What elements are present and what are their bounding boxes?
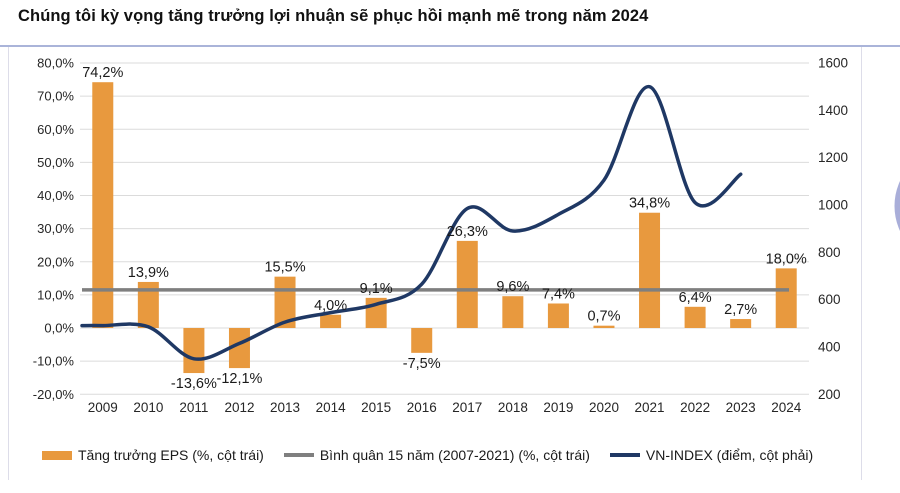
vnindex-line-swatch-icon	[609, 453, 640, 457]
year-label: 2021	[635, 400, 665, 415]
legend-item-average: Bình quân 15 năm (2007-2021) (%, cột trá…	[283, 447, 590, 463]
year-label: 2016	[407, 400, 437, 415]
eps-bar	[639, 212, 661, 328]
left-axis-tick: 40,0%	[37, 188, 74, 203]
year-label: 2022	[680, 400, 710, 415]
legend-item-vnindex: VN-INDEX (điểm, cột phải)	[609, 447, 814, 463]
eps-data-label: 74,2%	[82, 65, 123, 81]
eps-bar	[456, 240, 478, 328]
eps-data-label: 7,4%	[542, 286, 575, 302]
eps-data-label: -7,5%	[403, 356, 441, 372]
left-axis-tick: 0,0%	[44, 321, 74, 336]
eps-data-label: 4,0%	[314, 298, 347, 314]
right-axis-tick: 1200	[818, 150, 848, 165]
chart-title: Chúng tôi kỳ vọng tăng trưởng lợi nhuận …	[18, 7, 649, 25]
year-label: 2010	[133, 400, 163, 415]
left-axis-tick: 10,0%	[37, 287, 74, 302]
eps-data-label: 0,7%	[587, 309, 620, 325]
legend-label-eps: Tăng trưởng EPS (%, cột trái)	[78, 447, 264, 463]
eps-bar	[502, 296, 524, 328]
eps-bar	[775, 268, 797, 328]
eps-bar	[92, 82, 114, 329]
left-axis-tick: -20,0%	[33, 387, 75, 402]
eps-bar	[684, 306, 706, 328]
eps-data-label: 15,5%	[264, 260, 305, 276]
eps-data-label: 18,0%	[766, 251, 807, 267]
eps-bar	[411, 328, 433, 353]
year-label: 2014	[316, 400, 347, 415]
eps-data-label: 34,8%	[629, 196, 670, 212]
year-label: 2019	[543, 400, 573, 415]
left-border-rule	[8, 47, 9, 480]
eps-bar	[183, 328, 205, 374]
eps-data-label: 2,7%	[724, 302, 757, 318]
eps-bar	[320, 314, 342, 328]
right-axis-tick: 200	[818, 387, 841, 402]
chart-legend: Tăng trưởng EPS (%, cột trái) Bình quân …	[42, 444, 872, 466]
eps-bar	[137, 281, 159, 328]
legend-label-average: Bình quân 15 năm (2007-2021) (%, cột trá…	[319, 447, 590, 463]
accent-top-rule	[0, 45, 900, 47]
eps-data-label: -13,6%	[171, 376, 217, 392]
right-axis-tick: 800	[818, 245, 841, 260]
average-line-swatch-icon	[283, 453, 314, 457]
right-border-rule	[861, 47, 862, 480]
eps-bar	[547, 303, 569, 328]
left-axis-tick: 20,0%	[37, 254, 74, 269]
left-axis-tick: 80,0%	[37, 56, 74, 71]
right-axis-tick: 600	[818, 292, 841, 307]
legend-item-eps: Tăng trưởng EPS (%, cột trái)	[42, 447, 264, 463]
left-axis-tick: 30,0%	[37, 221, 74, 236]
left-axis-tick: -10,0%	[33, 354, 75, 369]
year-label: 2009	[88, 400, 118, 415]
eps-data-label: 6,4%	[679, 290, 712, 306]
year-label: 2011	[179, 400, 208, 415]
year-label: 2015	[361, 400, 391, 415]
eps-bar	[228, 328, 250, 369]
year-label: 2017	[452, 400, 482, 415]
left-axis-tick: 70,0%	[37, 89, 74, 104]
right-axis-tick: 1000	[818, 197, 848, 212]
eps-bar	[730, 319, 752, 328]
year-label: 2020	[589, 400, 619, 415]
right-axis-tick: 1400	[818, 103, 848, 118]
eps-data-label: 9,1%	[360, 281, 393, 297]
year-label: 2024	[771, 400, 802, 415]
eps-bar	[593, 325, 615, 328]
left-axis-tick: 50,0%	[37, 155, 74, 170]
year-label: 2018	[498, 400, 528, 415]
right-axis-tick: 400	[818, 339, 841, 354]
left-axis-tick: 60,0%	[37, 122, 74, 137]
legend-label-vnindex: VN-INDEX (điểm, cột phải)	[645, 447, 814, 463]
year-label: 2013	[270, 400, 300, 415]
eps-data-label: -12,1%	[216, 371, 262, 387]
year-label: 2012	[224, 400, 254, 415]
right-axis-tick: 1600	[818, 56, 848, 71]
eps-data-label: 9,6%	[496, 279, 529, 295]
eps-data-label: 26,3%	[447, 224, 488, 240]
eps-data-label: 13,9%	[128, 265, 169, 281]
year-label: 2023	[726, 400, 756, 415]
eps-bar-swatch-icon	[42, 450, 72, 460]
vnindex-line	[80, 84, 743, 361]
